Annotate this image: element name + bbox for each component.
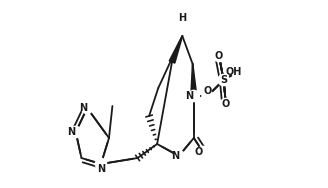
Text: N: N	[68, 127, 76, 137]
Circle shape	[232, 66, 243, 78]
Text: O: O	[195, 147, 203, 157]
Text: N: N	[186, 91, 194, 101]
Circle shape	[188, 90, 199, 102]
Circle shape	[95, 158, 107, 170]
Text: O: O	[222, 99, 230, 109]
Text: O: O	[215, 51, 223, 61]
Circle shape	[214, 50, 225, 62]
Text: N: N	[171, 151, 179, 161]
Text: O: O	[203, 86, 212, 96]
Circle shape	[70, 126, 81, 138]
Circle shape	[82, 102, 93, 114]
Text: N: N	[79, 103, 87, 113]
Circle shape	[218, 74, 229, 86]
Text: OH: OH	[225, 67, 241, 77]
Polygon shape	[191, 64, 197, 96]
Circle shape	[220, 98, 232, 110]
Circle shape	[202, 90, 213, 102]
Polygon shape	[169, 36, 182, 63]
Text: H: H	[178, 13, 186, 23]
Text: S: S	[220, 75, 227, 85]
Circle shape	[197, 146, 209, 158]
Text: N: N	[97, 164, 105, 174]
Circle shape	[177, 12, 188, 24]
Circle shape	[173, 150, 185, 162]
